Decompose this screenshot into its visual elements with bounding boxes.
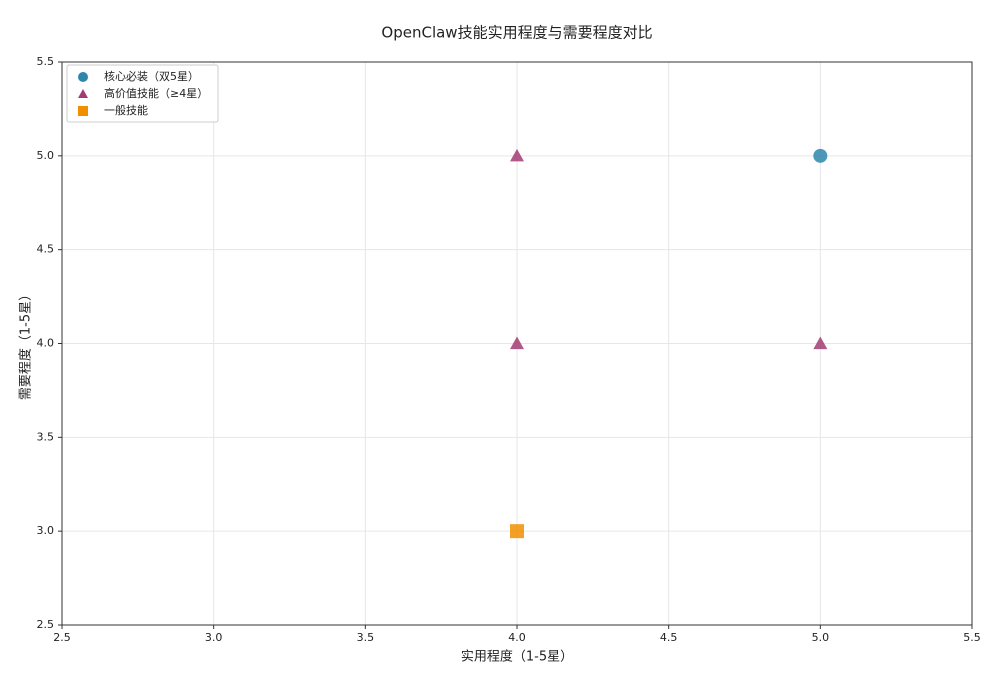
y-tick-label: 4.0 — [37, 337, 55, 350]
y-tick-label: 5.0 — [37, 149, 55, 162]
chart-title: OpenClaw技能实用程度与需要程度对比 — [381, 24, 652, 42]
point — [78, 89, 88, 98]
x-tick-label: 3.0 — [205, 631, 223, 644]
point — [510, 336, 524, 350]
point — [813, 336, 828, 350]
legend-label: 高价值技能（≥4星） — [104, 86, 208, 100]
y-tick-label: 4.5 — [37, 243, 55, 256]
plot-frame — [61, 61, 973, 626]
x-tick-label: 5.0 — [812, 631, 830, 644]
legend-label: 核心必装（双5星） — [104, 69, 199, 83]
legend-box — [66, 64, 219, 123]
x-tick-label: 2.5 — [53, 631, 71, 644]
y-tick-label: 5.5 — [37, 55, 55, 68]
x-tick-label: 4.0 — [508, 631, 526, 644]
x-tick-label: 5.5 — [963, 631, 981, 644]
point — [78, 72, 88, 82]
y-axis-label: 需要程度（1-5星） — [18, 288, 34, 400]
x-tick-label: 3.5 — [357, 631, 375, 644]
x-tick-label: 4.5 — [660, 631, 678, 644]
y-tick-label: 3.0 — [37, 524, 55, 537]
point — [78, 106, 88, 116]
y-tick-label: 3.5 — [37, 430, 55, 443]
y-tick-label: 2.5 — [37, 618, 55, 631]
x-axis-label: 实用程度（1-5星） — [461, 649, 573, 665]
point — [510, 524, 524, 539]
point — [813, 148, 828, 163]
point — [510, 148, 524, 162]
legend-label: 一般技能 — [104, 103, 148, 117]
